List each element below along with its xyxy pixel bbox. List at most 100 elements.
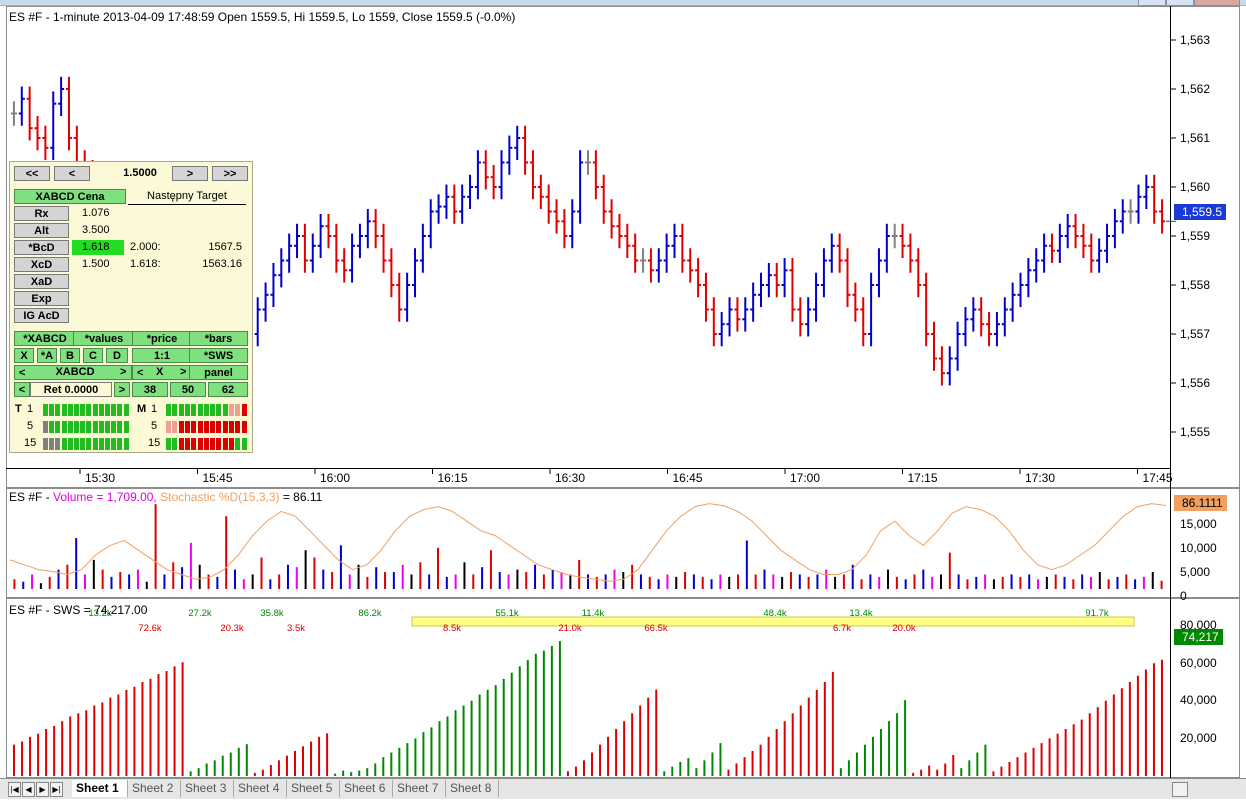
x-axis-line xyxy=(6,468,1170,469)
maximize-button[interactable] xyxy=(1166,0,1194,6)
time-axis-label: 16:45 xyxy=(672,471,703,485)
close-button[interactable] xyxy=(1194,0,1240,6)
nav-next-button[interactable]: > xyxy=(172,166,208,181)
sheet-tab[interactable]: Sheet 4 xyxy=(234,780,287,797)
opt-xabcd-button[interactable]: *XABCD xyxy=(14,331,76,346)
opt-ratio-button[interactable]: 1:1 xyxy=(132,348,192,363)
trend-meter-segment xyxy=(123,421,129,433)
scroll-right-button[interactable] xyxy=(1172,782,1188,797)
momentum-meter-segment xyxy=(203,404,209,416)
t-label-5: 5 xyxy=(27,420,34,432)
sws-pane-title: ES #F - SWS = 74,217.00 xyxy=(9,603,148,617)
t-label: T xyxy=(15,403,22,415)
opt-sws-button[interactable]: *SWS xyxy=(189,348,248,363)
momentum-meter-segment xyxy=(166,421,171,433)
sheet-tab[interactable]: Sheet 3 xyxy=(181,780,234,797)
panel-row-button[interactable]: Exp xyxy=(14,291,69,306)
trend-meter-segment xyxy=(67,404,73,416)
ret-38-button[interactable]: 38 xyxy=(132,382,168,397)
panel-row-button[interactable]: Alt xyxy=(14,223,69,238)
panel-row-button[interactable]: *BcD xyxy=(14,240,69,255)
trend-meter-segment xyxy=(86,438,92,450)
tab-next-button[interactable]: ▶ xyxy=(36,782,49,797)
panel-row-button[interactable]: XcD xyxy=(14,257,69,272)
panel-row-value: 1.618 xyxy=(72,240,124,255)
ret-prev-button[interactable]: < xyxy=(14,382,30,397)
sheet-tab[interactable]: Sheet 7 xyxy=(393,780,446,797)
opt-d-button[interactable]: D xyxy=(106,348,128,363)
momentum-meter-segment xyxy=(191,421,197,433)
nav-prev-button[interactable]: < xyxy=(54,166,90,181)
sws-swing-label: 21.0k xyxy=(558,623,581,634)
m-label-5: 5 xyxy=(151,420,158,432)
nav-first-button[interactable]: << xyxy=(14,166,50,181)
sws-swing-label: 6.7k xyxy=(833,623,851,634)
panel-target-ratio: 1.618: xyxy=(130,258,161,270)
price-y-tick-label: 1,559 xyxy=(1180,229,1211,243)
tab-last-button[interactable]: ▶| xyxy=(50,782,63,797)
sheet-tab[interactable]: Sheet 5 xyxy=(287,780,340,797)
price-pane xyxy=(6,6,1240,488)
sws-swing-label: 11.4k xyxy=(582,608,605,619)
trend-meter-segment xyxy=(111,404,117,416)
sws-swing-label: 3.5k xyxy=(287,623,305,634)
panel-button[interactable]: panel xyxy=(189,365,248,380)
sws-swing-label: 48.4k xyxy=(763,608,786,619)
opt-x-button[interactable]: X xyxy=(14,348,34,363)
opt-b-button[interactable]: B xyxy=(60,348,80,363)
price-y-tick-label: 1,561 xyxy=(1180,131,1211,145)
trend-meter-segment xyxy=(86,421,92,433)
panel-row-button[interactable]: XaD xyxy=(14,274,69,289)
x-prev-button[interactable]: < xyxy=(132,365,192,380)
tab-next-target[interactable]: Następny Target xyxy=(128,189,246,205)
nav-last-button[interactable]: >> xyxy=(212,166,248,181)
sheet-tab[interactable]: Sheet 6 xyxy=(340,780,393,797)
opt-a-button[interactable]: *A xyxy=(37,348,57,363)
tab-xabcd-price[interactable]: XABCD Cena xyxy=(14,189,126,204)
trend-meter-segment xyxy=(80,421,86,433)
panel-target-price: 1563.16 xyxy=(202,258,242,270)
opt-price-button[interactable]: *price xyxy=(132,331,192,346)
trend-meter-segment xyxy=(74,421,79,433)
trend-meter-segment xyxy=(49,404,55,416)
trend-meter-segment xyxy=(61,404,67,416)
momentum-meter-segment xyxy=(172,404,178,416)
trend-meter-segment xyxy=(105,421,110,433)
trend-meter-segment xyxy=(43,421,48,433)
momentum-meter-segment xyxy=(191,404,197,416)
panel-row-button[interactable]: Rx xyxy=(14,206,69,221)
sws-y-tick-label: 80,000 xyxy=(1180,618,1217,632)
momentum-meter-segment xyxy=(216,438,222,450)
momentum-meter-segment xyxy=(216,404,222,416)
panel-row-value: 1.500 xyxy=(82,258,110,270)
minimize-button[interactable] xyxy=(1138,0,1166,6)
trend-meter-segment xyxy=(98,438,104,450)
momentum-meter-segment xyxy=(184,438,190,450)
ret-62-button[interactable]: 62 xyxy=(208,382,248,397)
ret-50-button[interactable]: 50 xyxy=(170,382,206,397)
xabcd-next-button[interactable]: > xyxy=(120,366,127,378)
trend-meter-segment xyxy=(67,438,73,450)
tab-first-button[interactable]: |◀ xyxy=(8,782,21,797)
trend-meter-segment xyxy=(98,404,104,416)
momentum-meter-segment xyxy=(166,438,171,450)
ret-next-button[interactable]: > xyxy=(114,382,130,397)
sws-y-tick-label: 60,000 xyxy=(1180,655,1217,670)
nav-value: 1.5000 xyxy=(123,167,157,179)
sheet-tab[interactable]: Sheet 2 xyxy=(128,780,181,797)
opt-values-button[interactable]: *values xyxy=(73,331,135,346)
opt-c-button[interactable]: C xyxy=(83,348,103,363)
price-y-tick-label: 1,556 xyxy=(1180,376,1211,390)
time-axis-label: 17:00 xyxy=(789,471,821,485)
tab-prev-button[interactable]: ◀ xyxy=(22,782,35,797)
sheet-tab[interactable]: Sheet 8 xyxy=(446,780,499,797)
xabcd-prev-button[interactable]: < xyxy=(14,365,132,380)
panel-target-price: 1567.5 xyxy=(208,241,242,253)
sws-highlight-band xyxy=(411,616,1135,627)
t-label-15: 15 xyxy=(24,437,37,449)
panel-row-button[interactable]: IG AcD xyxy=(14,308,69,323)
x-next-button[interactable]: > xyxy=(180,366,187,378)
sheet-tab[interactable]: Sheet 1 xyxy=(72,780,128,797)
trend-meter-segment xyxy=(105,438,110,450)
opt-bars-button[interactable]: *bars xyxy=(189,331,248,346)
